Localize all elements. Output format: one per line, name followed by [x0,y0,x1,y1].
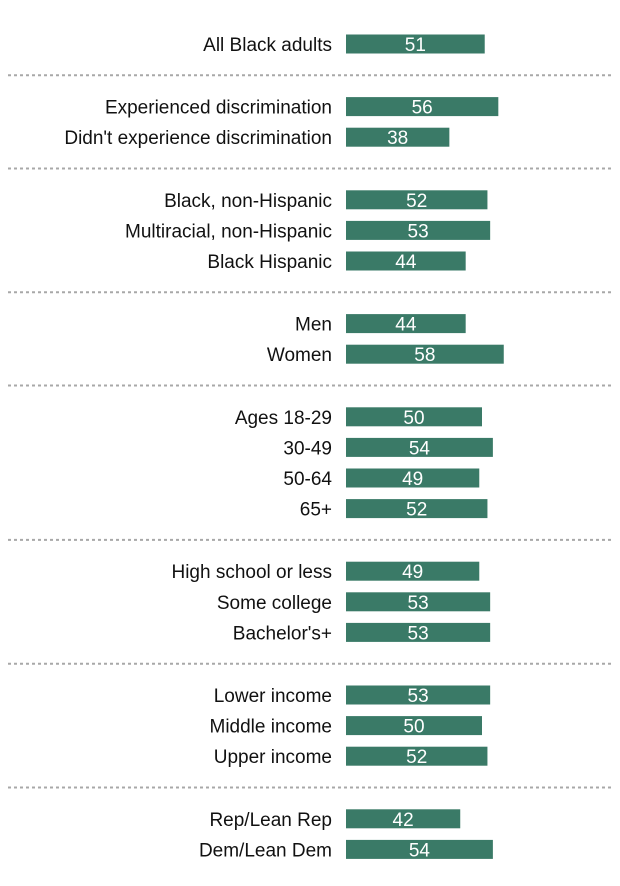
category-label: All Black adults [203,35,332,56]
bar [346,499,488,519]
value-label: 42 [393,810,414,831]
value-label: 54 [409,438,431,459]
bar-row: Middle income 50 [210,716,482,738]
bar-row: Men 44 [295,314,466,336]
category-label: Black, non-Hispanic [164,191,332,212]
bar [346,592,491,612]
value-label: 53 [408,593,429,614]
category-label: 65+ [300,500,332,521]
value-label: 50 [403,408,424,429]
bar-row: Didn't experience discrimination 38 [64,127,450,149]
bar [346,746,488,766]
bar-row: Black Hispanic 44 [207,251,466,273]
bar [346,97,499,117]
category-label: Dem/Lean Dem [199,840,332,861]
category-label: Rep/Lean Rep [209,810,332,831]
bar-row: Upper income 52 [214,746,488,768]
bar [346,220,491,240]
category-label: Didn't experience discrimination [64,128,332,149]
value-label: 44 [395,252,417,273]
bar [346,127,450,147]
value-label: 44 [395,315,417,336]
category-label: Ages 18-29 [235,408,332,429]
category-label: Some college [217,593,332,614]
category-label: 30-49 [283,438,332,459]
value-label: 53 [408,221,429,242]
bar-row: Lower income 53 [214,685,491,707]
value-label: 52 [406,191,427,212]
category-label: Experienced discrimination [105,98,332,119]
value-label: 49 [402,562,423,583]
bar-row: Dem/Lean Dem 54 [199,839,493,861]
bar-row: All Black adults 51 [203,34,485,56]
bar [346,685,491,705]
bar [346,561,480,581]
bar [346,251,466,271]
bar-row: Some college 53 [217,592,491,614]
bar [346,622,491,642]
category-label: Women [267,345,332,366]
value-label: 38 [387,128,408,149]
category-label: Multiracial, non-Hispanic [125,221,332,242]
bar [346,190,488,210]
bar [346,34,485,54]
group-dividers [8,74,614,789]
bar-row: Ages 18-29 50 [235,407,482,429]
value-label: 54 [409,840,431,861]
category-label: Black Hispanic [207,252,332,273]
bar [346,839,493,859]
bar-row: Experienced discrimination 56 [105,97,499,119]
value-label: 50 [403,717,424,738]
bar-row: Black, non-Hispanic 52 [164,190,488,212]
bar-row: Bachelor's+ 53 [233,622,491,644]
value-label: 58 [414,345,435,366]
bar-row: Rep/Lean Rep 42 [209,809,461,831]
value-label: 52 [406,747,427,768]
bar [346,314,466,334]
value-label: 51 [405,35,426,56]
category-label: Men [295,315,332,336]
value-label: 52 [406,500,427,521]
bar [346,407,482,427]
bar [346,437,493,457]
value-label: 49 [402,469,423,490]
bars-layer: All Black adults 51 Experienced discrimina… [64,34,504,861]
bar-row: High school or less 49 [171,561,480,583]
bar-row: 65+ 52 [300,499,488,521]
bar [346,468,480,488]
bar-row: Multiracial, non-Hispanic 53 [125,220,491,242]
category-label: Middle income [210,717,333,738]
category-label: 50-64 [283,469,332,490]
category-label: Bachelor's+ [233,623,332,644]
category-label: High school or less [171,562,332,583]
category-label: Upper income [214,747,332,768]
bar [346,716,482,736]
value-label: 56 [412,98,433,119]
value-label: 53 [408,686,429,707]
bar [346,344,504,364]
bar-row: 50-64 49 [283,468,480,490]
value-label: 53 [408,623,429,644]
bar-row: Women 58 [267,344,504,366]
category-label: Lower income [214,686,332,707]
bar-row: 30-49 54 [283,437,493,459]
bar [346,809,461,829]
